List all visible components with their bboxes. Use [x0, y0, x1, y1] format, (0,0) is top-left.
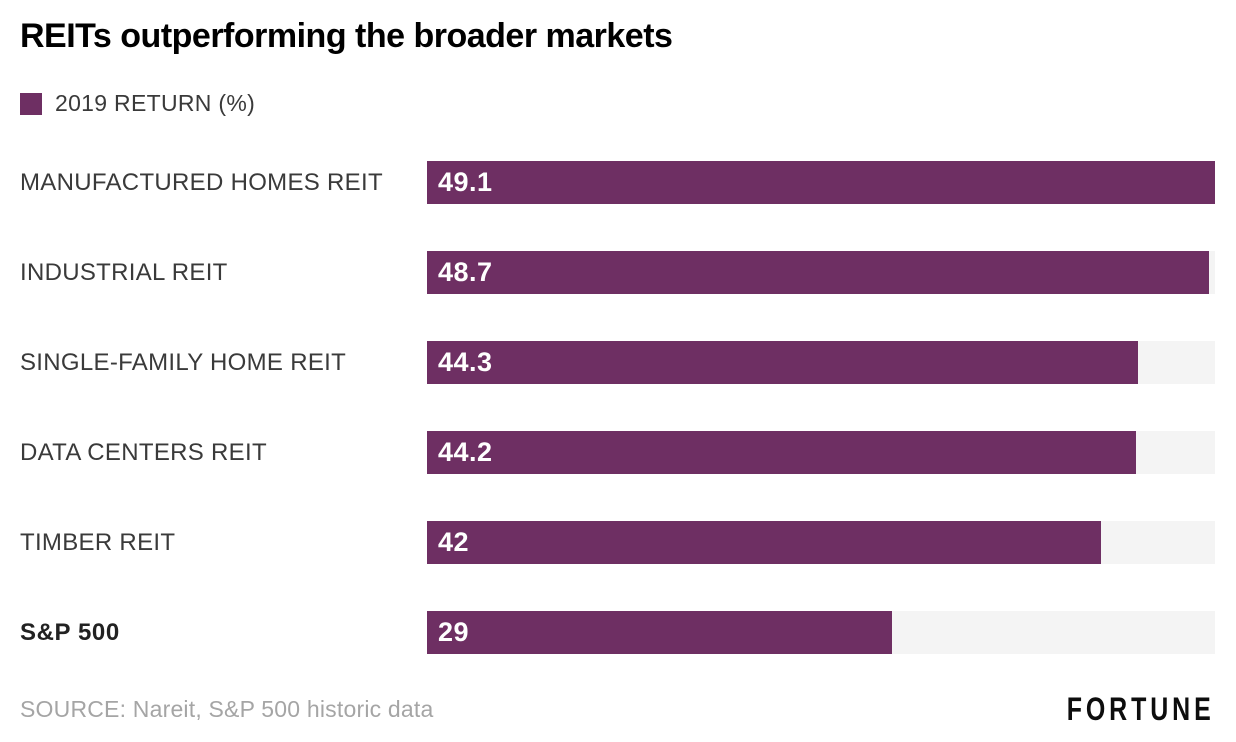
bar-row: TIMBER REIT 42: [20, 498, 1215, 588]
legend: 2019 RETURN (%): [20, 90, 1215, 117]
legend-swatch: [20, 92, 42, 115]
category-label: TIMBER REIT: [20, 528, 176, 556]
bar-fill: 49.1: [427, 161, 1215, 205]
category-label: MANUFACTURED HOMES REIT: [20, 168, 383, 196]
footer: SOURCE: Nareit, S&P 500 historic data FO…: [20, 686, 1215, 734]
category-label: INDUSTRIAL REIT: [20, 258, 228, 286]
category-label: SINGLE-FAMILY HOME REIT: [20, 348, 347, 376]
bar-track: 49.1: [427, 161, 1215, 205]
bar-track: 42: [427, 521, 1215, 565]
fortune-logo: FORTUNE: [1067, 691, 1215, 728]
legend-label: 2019 RETURN (%): [55, 90, 256, 117]
bar-chart: MANUFACTURED HOMES REIT 49.1 INDUSTRIAL RE…: [20, 138, 1215, 678]
category-label: S&P 500: [20, 618, 120, 646]
category-label: DATA CENTERS REIT: [20, 438, 267, 466]
bar-fill: 48.7: [427, 251, 1209, 295]
bar-fill: 44.2: [427, 431, 1137, 475]
bar-row: S&P 500 29: [20, 588, 1215, 678]
bar-row: MANUFACTURED HOMES REIT 49.1: [20, 138, 1215, 228]
bar-value-label: 44.3: [438, 347, 493, 378]
bar-track: 48.7: [427, 251, 1215, 295]
source-note: SOURCE: Nareit, S&P 500 historic data: [20, 696, 434, 723]
bar-value-label: 29: [438, 617, 470, 648]
bar-row: SINGLE-FAMILY HOME REIT 44.3: [20, 318, 1215, 408]
bar-row: DATA CENTERS REIT 44.2: [20, 408, 1215, 498]
bar-value-label: 44.2: [438, 437, 493, 468]
bar-track: 44.3: [427, 341, 1215, 385]
bar-value-label: 48.7: [438, 257, 493, 288]
bar-value-label: 49.1: [438, 167, 493, 198]
bar-track: 29: [427, 611, 1215, 655]
bar-row: INDUSTRIAL REIT 48.7: [20, 228, 1215, 318]
bar-fill: 42: [427, 521, 1102, 565]
bar-fill: 44.3: [427, 341, 1138, 385]
bar-track: 44.2: [427, 431, 1215, 475]
bar-value-label: 42: [438, 527, 470, 558]
bar-fill: 29: [427, 611, 893, 655]
chart-title: REITs outperforming the broader markets: [20, 17, 673, 55]
